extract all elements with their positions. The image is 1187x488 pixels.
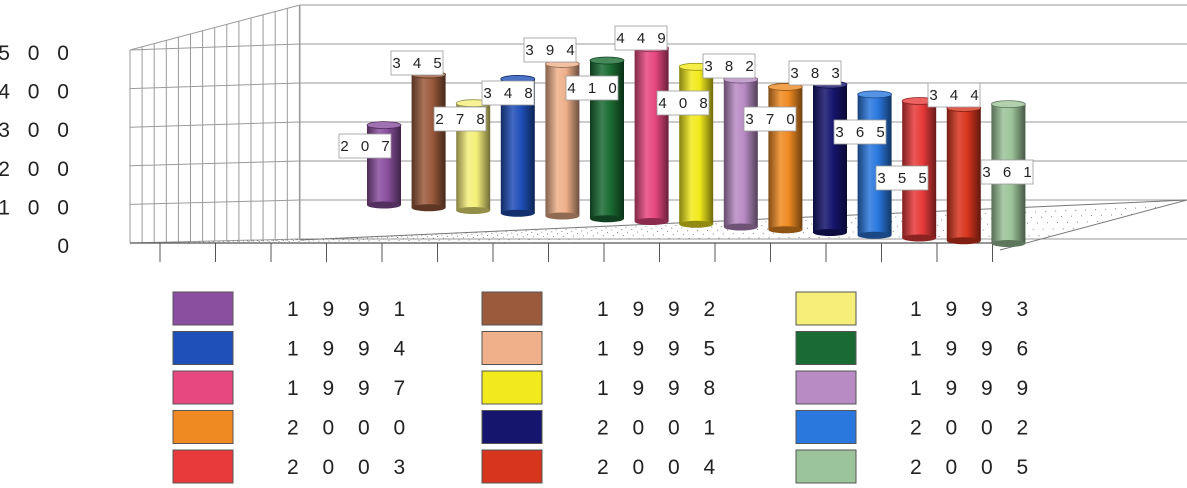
svg-text:3 7 0: 3 7 0 [745,111,798,128]
data-label: 4 0 8 [656,90,711,116]
bar-1999 [723,75,759,231]
bar-1992 [411,70,447,212]
svg-text:3 9 4: 3 9 4 [525,42,578,59]
legend-label: 2 0 0 5 [910,456,1037,479]
legend-item-2001: 2 0 0 1 [481,410,724,444]
data-label: 2 7 8 [433,106,488,132]
legend-swatch [172,331,234,365]
data-label: 3 6 1 [980,159,1035,185]
legend-label: 1 9 9 5 [597,338,724,361]
legend-swatch [172,370,234,405]
data-label: 3 4 4 [927,82,982,108]
data-label: 3 8 3 [788,60,843,86]
svg-text:2 7 8: 2 7 8 [435,111,488,128]
legend-label: 1 9 9 2 [597,298,724,321]
y-tick-label: 2 0 0 [0,158,75,181]
svg-text:4 0 8: 4 0 8 [658,95,711,112]
data-label: 3 4 5 [390,50,445,76]
data-label: 3 7 0 [743,106,798,132]
legend-item-2004: 2 0 0 4 [481,449,724,484]
y-tick-label: 3 0 0 [0,119,75,142]
y-tick-label: 1 0 0 [0,196,75,219]
data-labels-group: 2 0 7 3 4 5 2 7 8 3 4 8 3 9 4 4 1 0 4 4 9 4 0 8… [338,25,1035,191]
legend-swatch [795,449,857,484]
legend-item-1996: 1 9 9 6 [795,331,1037,365]
data-label: 2 0 7 [338,133,393,159]
svg-text:4 1 0: 4 1 0 [567,80,620,97]
legend-item-1991: 1 9 9 1 [172,291,414,326]
legend-item-2002: 2 0 0 2 [795,410,1037,444]
legend-item-1992: 1 9 9 2 [481,291,724,326]
bar-1997 [634,44,669,225]
legend: 1 9 9 1 1 9 9 2 1 9 9 3 1 9 9 4 1 9 9 5 1 9 9… [172,291,1037,484]
legend-label: 1 9 9 3 [910,298,1037,321]
legend-swatch [795,410,857,444]
svg-text:3 4 4: 3 4 4 [929,87,982,104]
legend-label: 1 9 9 9 [910,377,1037,400]
bar-1998 [678,62,714,228]
legend-label: 2 0 0 4 [597,456,724,479]
legend-swatch [795,370,857,405]
y-tick-label: 0 [57,235,75,258]
svg-text:4 4 9: 4 4 9 [616,30,669,47]
legend-label: 2 0 0 0 [287,417,414,440]
legend-swatch [481,331,543,365]
legend-swatch [481,370,543,405]
legend-item-1999: 1 9 9 9 [795,370,1037,405]
data-label: 4 1 0 [565,75,620,101]
legend-item-1995: 1 9 9 5 [481,331,724,365]
legend-label: 1 9 9 7 [287,377,414,400]
bar-2004 [946,104,982,245]
data-label: 3 9 4 [523,37,578,63]
legend-label: 2 0 0 2 [910,417,1037,440]
svg-text:3 5 5: 3 5 5 [877,170,930,187]
legend-swatch [795,291,857,326]
legend-label: 1 9 9 4 [287,338,414,361]
y-axis: 0 1 0 0 2 0 0 3 0 0 4 0 0 5 0 0 [0,42,75,258]
legend-item-2003: 2 0 0 3 [172,449,414,484]
legend-swatch [795,331,857,365]
svg-text:2 0 7: 2 0 7 [340,138,393,155]
bar-2002 [857,90,892,239]
svg-text:3 8 2: 3 8 2 [704,58,757,75]
legend-item-2000: 2 0 0 0 [172,410,414,444]
svg-text:3 6 5: 3 6 5 [835,124,888,141]
legend-item-1994: 1 9 9 4 [172,331,414,365]
legend-label: 2 0 0 1 [597,417,724,440]
data-label: 3 8 2 [702,53,757,79]
legend-label: 1 9 9 6 [910,338,1037,361]
legend-swatch [481,449,543,484]
legend-label: 1 9 9 8 [597,377,724,400]
data-label: 4 4 9 [614,25,669,51]
legend-label: 2 0 0 3 [287,456,414,479]
svg-text:3 8 3: 3 8 3 [790,65,843,82]
bars-group [366,44,1026,247]
svg-text:3 4 8: 3 4 8 [483,85,536,102]
legend-item-1998: 1 9 9 8 [481,370,724,405]
legend-label: 1 9 9 1 [287,298,414,321]
svg-text:3 4 5: 3 4 5 [392,55,445,72]
legend-swatch [172,449,234,484]
legend-swatch [481,291,543,326]
legend-item-2005: 2 0 0 5 [795,449,1037,484]
data-label: 3 5 5 [875,165,930,191]
y-tick-label: 5 0 0 [0,42,75,65]
legend-swatch [172,291,234,326]
bar-2000 [768,83,803,234]
svg-text:3 6 1: 3 6 1 [982,164,1035,181]
data-label: 3 4 8 [481,80,536,106]
legend-item-1993: 1 9 9 3 [795,291,1037,326]
data-label: 3 6 5 [833,119,888,145]
legend-swatch [172,410,234,444]
bar-2001 [812,80,848,236]
legend-swatch [481,410,543,444]
y-tick-label: 4 0 0 [0,81,75,104]
legend-item-1997: 1 9 9 7 [172,370,414,405]
